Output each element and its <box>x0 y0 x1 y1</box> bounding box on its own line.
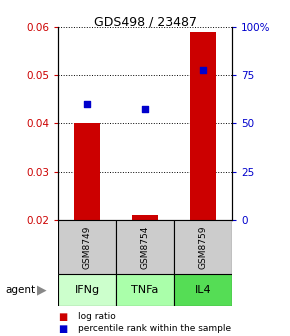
Text: percentile rank within the sample: percentile rank within the sample <box>78 324 231 333</box>
Text: GSM8759: GSM8759 <box>198 225 208 269</box>
Point <box>201 68 205 73</box>
Text: GSM8754: GSM8754 <box>140 225 150 269</box>
Text: IL4: IL4 <box>195 285 211 295</box>
Point <box>143 106 147 112</box>
Text: TNFa: TNFa <box>131 285 159 295</box>
Bar <box>174 274 232 306</box>
Text: agent: agent <box>6 285 36 295</box>
Bar <box>174 220 232 274</box>
Text: ▶: ▶ <box>37 284 47 296</box>
Text: GDS498 / 23487: GDS498 / 23487 <box>93 15 197 28</box>
Bar <box>74 124 100 220</box>
Text: ■: ■ <box>58 324 67 334</box>
Text: GSM8749: GSM8749 <box>82 225 92 269</box>
Text: IFNg: IFNg <box>75 285 99 295</box>
Bar <box>58 274 116 306</box>
Text: ■: ■ <box>58 311 67 322</box>
Bar <box>116 220 174 274</box>
Text: log ratio: log ratio <box>78 312 116 321</box>
Bar <box>190 32 216 220</box>
Bar <box>116 274 174 306</box>
Bar <box>132 215 158 220</box>
Point <box>85 101 89 107</box>
Bar <box>58 220 116 274</box>
